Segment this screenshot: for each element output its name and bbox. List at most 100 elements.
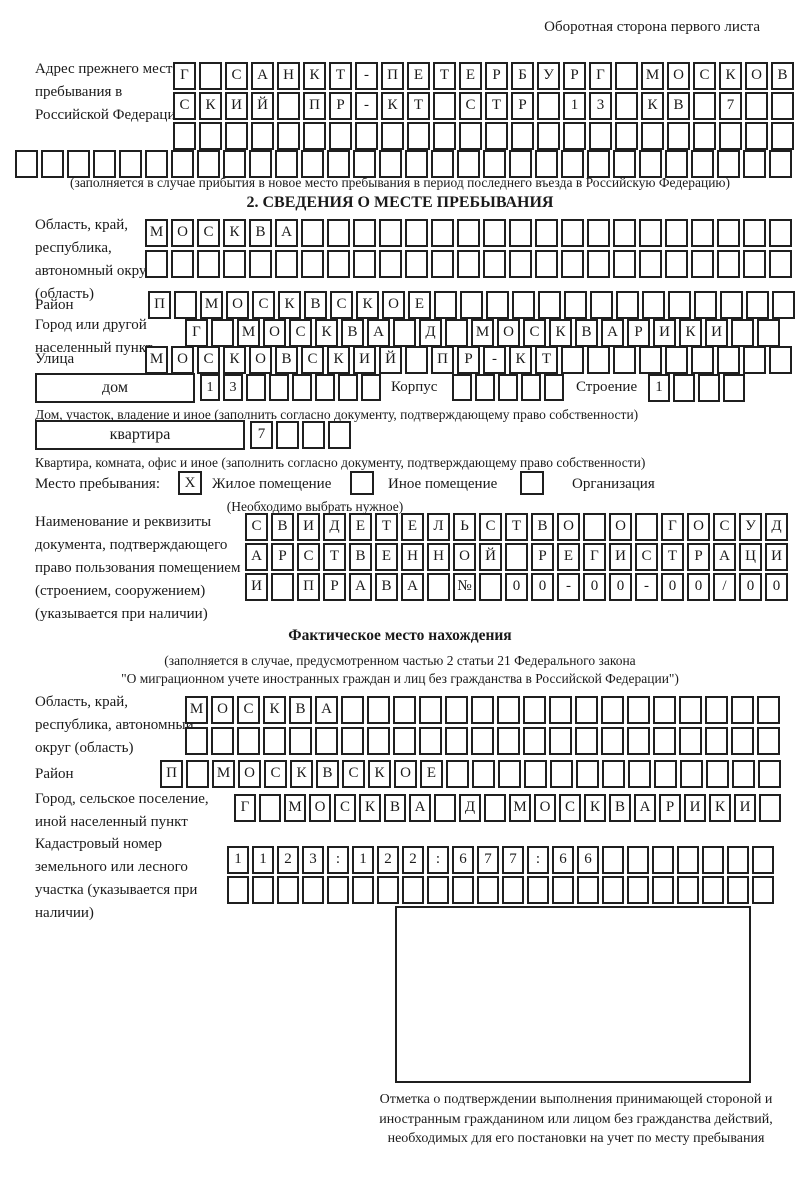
char-cell[interactable]: Р — [329, 92, 352, 120]
char-cell[interactable]: 0 — [739, 573, 762, 601]
char-cell[interactable] — [717, 219, 740, 247]
char-cell[interactable] — [223, 250, 246, 278]
char-cell[interactable] — [427, 573, 450, 601]
char-cell[interactable] — [727, 846, 749, 874]
char-cell[interactable]: Р — [563, 62, 586, 90]
char-cell[interactable] — [471, 696, 494, 724]
char-cell[interactable]: Ц — [739, 543, 762, 571]
char-cell[interactable]: К — [223, 346, 246, 374]
char-cell[interactable] — [550, 760, 573, 788]
char-cell[interactable] — [472, 760, 495, 788]
char-cell[interactable]: Е — [420, 760, 443, 788]
char-cell[interactable]: Й — [379, 346, 402, 374]
char-cell[interactable]: 0 — [505, 573, 528, 601]
char-cell[interactable]: / — [713, 573, 736, 601]
char-cell[interactable] — [702, 876, 724, 904]
char-cell[interactable] — [407, 122, 430, 150]
char-cell[interactable]: Г — [185, 319, 208, 347]
char-cell[interactable] — [433, 92, 456, 120]
char-cell[interactable] — [705, 727, 728, 755]
char-cell[interactable] — [680, 760, 703, 788]
char-cell[interactable] — [509, 219, 532, 247]
char-cell[interactable] — [677, 846, 699, 874]
kvartira-field[interactable]: квартира — [35, 420, 245, 450]
char-cell[interactable]: С — [289, 319, 312, 347]
char-cell[interactable] — [434, 794, 456, 822]
char-cell[interactable] — [484, 794, 506, 822]
char-cell[interactable] — [613, 219, 636, 247]
char-cell[interactable] — [327, 876, 349, 904]
char-cell[interactable]: 6 — [552, 846, 574, 874]
char-cell[interactable]: В — [341, 319, 364, 347]
char-cell[interactable]: 1 — [648, 374, 670, 402]
char-cell[interactable] — [665, 346, 688, 374]
char-cell[interactable]: Е — [349, 513, 372, 541]
char-cell[interactable] — [483, 250, 506, 278]
char-cell[interactable] — [338, 374, 358, 401]
char-cell[interactable]: К — [509, 346, 532, 374]
char-cell[interactable] — [577, 876, 599, 904]
char-cell[interactable] — [601, 727, 624, 755]
char-cell[interactable]: Й — [479, 543, 502, 571]
char-cell[interactable]: О — [453, 543, 476, 571]
char-cell[interactable] — [174, 291, 197, 319]
char-cell[interactable]: М — [641, 62, 664, 90]
fact-oblast-row-2[interactable] — [185, 727, 783, 755]
char-cell[interactable] — [705, 696, 728, 724]
char-cell[interactable] — [627, 727, 650, 755]
char-cell[interactable]: В — [316, 760, 339, 788]
char-cell[interactable]: 3 — [302, 846, 324, 874]
char-cell[interactable] — [246, 374, 266, 401]
char-cell[interactable]: Р — [659, 794, 681, 822]
char-cell[interactable] — [271, 573, 294, 601]
char-cell[interactable]: Р — [511, 92, 534, 120]
char-cell[interactable] — [171, 250, 194, 278]
char-cell[interactable] — [405, 219, 428, 247]
char-cell[interactable]: : — [527, 846, 549, 874]
char-cell[interactable] — [275, 150, 298, 178]
char-cell[interactable] — [486, 291, 509, 319]
char-cell[interactable]: Р — [271, 543, 294, 571]
char-cell[interactable]: К — [223, 219, 246, 247]
char-cell[interactable] — [677, 876, 699, 904]
char-cell[interactable] — [769, 219, 792, 247]
char-cell[interactable] — [301, 150, 324, 178]
char-cell[interactable]: У — [739, 513, 762, 541]
char-cell[interactable] — [665, 219, 688, 247]
char-cell[interactable]: К — [679, 319, 702, 347]
char-cell[interactable] — [769, 250, 792, 278]
char-cell[interactable]: В — [575, 319, 598, 347]
char-cell[interactable]: С — [237, 696, 260, 724]
char-cell[interactable]: 0 — [661, 573, 684, 601]
char-cell[interactable] — [576, 760, 599, 788]
char-cell[interactable] — [427, 876, 449, 904]
prev-address-row-4[interactable] — [15, 150, 795, 178]
char-cell[interactable] — [771, 122, 794, 150]
char-cell[interactable] — [483, 150, 506, 178]
char-cell[interactable] — [642, 291, 665, 319]
char-cell[interactable] — [759, 794, 781, 822]
char-cell[interactable] — [727, 876, 749, 904]
char-cell[interactable] — [549, 696, 572, 724]
char-cell[interactable] — [627, 876, 649, 904]
char-cell[interactable]: О — [497, 319, 520, 347]
char-cell[interactable]: Е — [375, 543, 398, 571]
char-cell[interactable] — [583, 513, 606, 541]
char-cell[interactable] — [745, 92, 768, 120]
char-cell[interactable]: 3 — [589, 92, 612, 120]
char-cell[interactable]: К — [549, 319, 572, 347]
char-cell[interactable] — [635, 513, 658, 541]
char-cell[interactable] — [186, 760, 209, 788]
dom-field[interactable]: дом — [35, 373, 195, 403]
char-cell[interactable] — [259, 794, 281, 822]
char-cell[interactable] — [276, 421, 299, 449]
char-cell[interactable] — [587, 219, 610, 247]
char-cell[interactable] — [292, 374, 312, 401]
char-cell[interactable]: И — [734, 794, 756, 822]
char-cell[interactable]: М — [509, 794, 531, 822]
char-cell[interactable]: К — [263, 696, 286, 724]
